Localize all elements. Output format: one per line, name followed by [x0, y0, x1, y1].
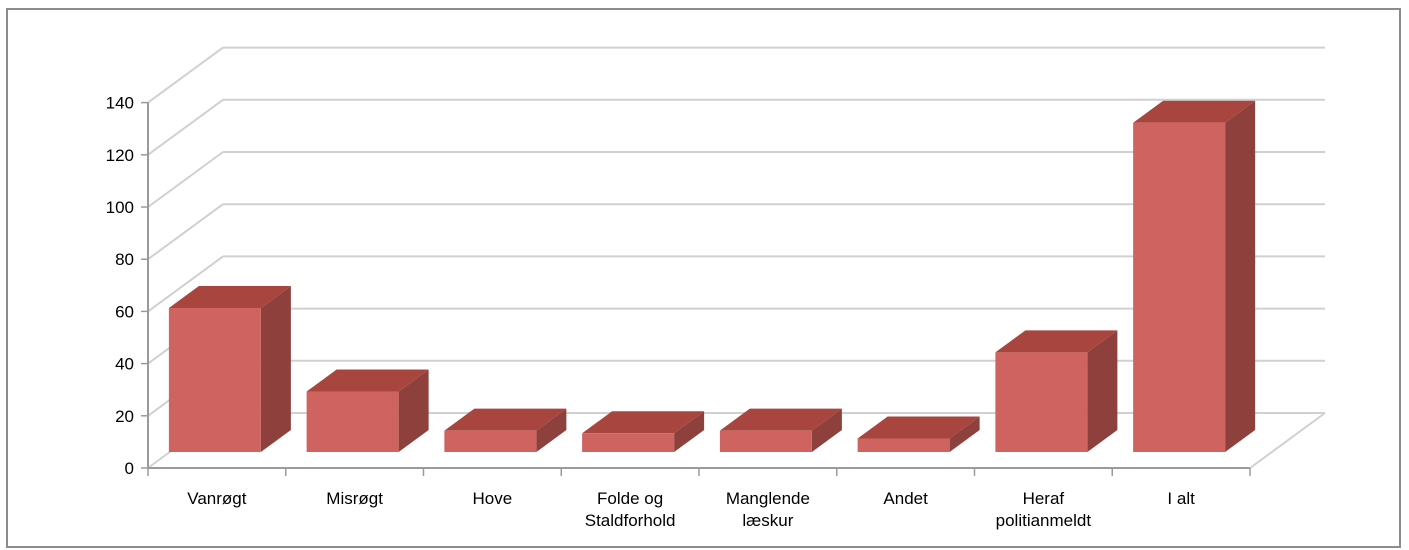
bar-side: [1225, 100, 1256, 452]
gridline-diagonal: [147, 46, 224, 104]
bar-front: [719, 430, 812, 452]
y-tick-label: 80: [115, 250, 134, 269]
x-category-label-line: Manglende: [726, 489, 810, 508]
bar-side: [536, 408, 567, 452]
x-category-label: Folde og Staldforhold: [585, 489, 676, 530]
bar: [168, 286, 291, 452]
gridline-diagonal: [147, 151, 224, 208]
bar-top: [168, 286, 291, 309]
bar-side: [811, 408, 842, 452]
bar-front: [995, 352, 1088, 452]
gridline-diagonal: [147, 255, 224, 313]
bar-top: [444, 408, 567, 431]
bar-top: [857, 416, 980, 439]
bar: [995, 330, 1118, 452]
x-category-label: Misrøgt: [326, 489, 383, 508]
bar-side: [260, 286, 291, 452]
bars: [168, 100, 1256, 452]
x-category-label-line: Heraf: [1023, 489, 1065, 508]
bar-front: [444, 430, 537, 452]
bar-side: [398, 369, 429, 452]
x-category-label-line: I alt: [1167, 489, 1195, 508]
y-tick-label: 100: [106, 198, 134, 217]
x-category-label-line: læskur: [742, 511, 793, 530]
x-category-label: Hove: [473, 489, 513, 508]
bar-front: [1133, 122, 1226, 452]
bar: [1133, 100, 1256, 452]
bar: [582, 411, 705, 452]
x-category-label: Vanrøgt: [187, 489, 246, 508]
bar-front: [582, 433, 675, 452]
x-category-label-line: Hove: [473, 489, 513, 508]
bar: [857, 416, 980, 452]
x-category-label-line: Folde og: [597, 489, 663, 508]
y-tick-label: 60: [115, 302, 134, 321]
bar-side: [949, 416, 980, 452]
x-category-labels: Vanrøgt Misrøgt Hove Folde og Staldforhold Ma…: [187, 489, 1195, 530]
x-category-label-line: politianmeldt: [996, 511, 1092, 530]
bar-top: [582, 411, 705, 434]
gridline-diagonal: [147, 203, 224, 261]
x-category-label-line: Staldforhold: [585, 511, 676, 530]
bar-front: [306, 391, 399, 452]
bar-top: [995, 330, 1118, 353]
gridline-diagonal: [147, 98, 224, 156]
bar-top: [719, 408, 842, 431]
bar-front: [168, 308, 261, 452]
x-category-label: Andet: [883, 489, 928, 508]
x-category-label: Heraf politianmeldt: [996, 489, 1092, 530]
bar: [444, 408, 567, 452]
x-category-label: Manglende læskur: [726, 489, 810, 530]
x-category-label: I alt: [1167, 489, 1195, 508]
x-category-label-line: Misrøgt: [326, 489, 383, 508]
x-category-label-line: Andet: [883, 489, 928, 508]
floor-right-edge: [1249, 412, 1326, 469]
y-tick-label: 20: [115, 407, 134, 426]
bar-front: [857, 438, 950, 452]
x-category-label-line: Vanrøgt: [187, 489, 246, 508]
bar-side: [674, 411, 705, 452]
y-tick-labels: 0 20 40 60 80 100 120 140: [106, 94, 134, 478]
bar-side: [1087, 330, 1118, 452]
y-tick-label: 0: [125, 459, 134, 478]
bar: [306, 369, 429, 452]
bar-top: [1133, 100, 1256, 123]
bar: [719, 408, 842, 452]
bar-top: [306, 369, 429, 392]
y-tick-label: 120: [106, 146, 134, 165]
y-tick-label: 40: [115, 355, 134, 374]
y-tick-label: 140: [106, 94, 134, 113]
